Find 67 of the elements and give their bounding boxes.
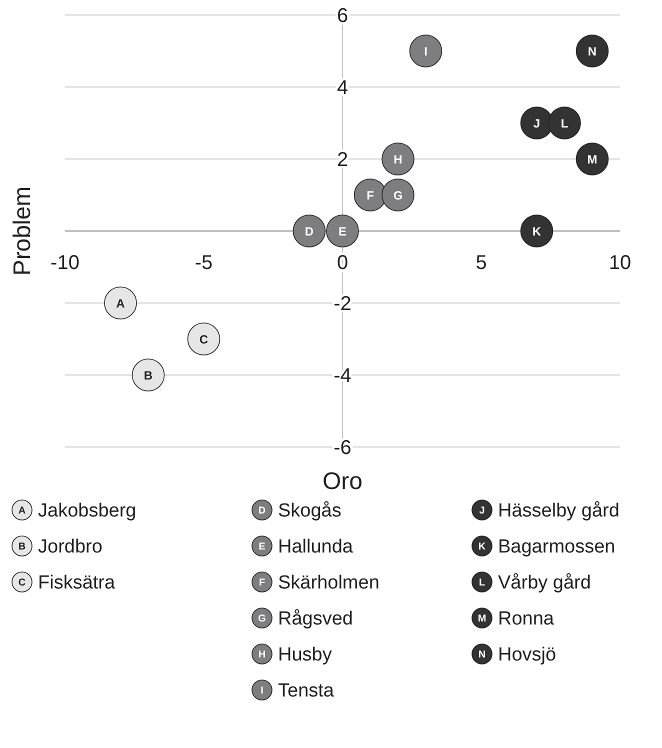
annotation: L — [560, 116, 568, 130]
x-tick-label: -10 — [50, 252, 80, 274]
text: C — [18, 578, 26, 589]
annotation: I — [424, 44, 428, 58]
text: H — [258, 650, 266, 661]
text: F — [258, 578, 266, 589]
x-tick-label: -5 — [194, 252, 213, 274]
point — [292, 214, 326, 248]
text: L — [478, 578, 486, 589]
legend-label: Husby — [278, 644, 332, 666]
point — [576, 142, 609, 176]
point — [382, 178, 414, 212]
point — [576, 34, 609, 68]
text: A — [18, 506, 26, 517]
text: B — [18, 542, 26, 553]
annotation: M — [587, 152, 598, 166]
annotation: K — [532, 224, 542, 238]
x-tick-label: 5 — [476, 252, 487, 274]
legend-label: Rågsved — [278, 608, 353, 630]
legend-label: Jakobsberg — [38, 500, 136, 522]
annotation: H — [394, 152, 402, 166]
text: N — [478, 650, 486, 661]
annotation: F — [366, 188, 374, 202]
annotation: D — [304, 224, 314, 238]
annotation: B — [144, 368, 153, 382]
legend-label: Hovsjö — [498, 644, 556, 666]
x-tick-label: 0 — [336, 252, 348, 274]
text: J — [479, 506, 485, 517]
y-axis-title: Problem — [9, 186, 36, 276]
legend-label: Vårby gård — [498, 572, 591, 594]
text: E — [258, 542, 266, 553]
legend-label: Fisksätra — [38, 572, 116, 594]
point — [382, 142, 414, 176]
legend-label: Hallunda — [278, 536, 354, 558]
y-tick-label: 6 — [336, 5, 348, 27]
point — [520, 214, 554, 248]
text: K — [478, 542, 486, 553]
annotation: J — [533, 116, 540, 130]
y-tick-label: -4 — [334, 365, 352, 387]
x-tick-label: 10 — [608, 252, 632, 274]
text: M — [478, 614, 486, 625]
annotation: A — [116, 296, 126, 310]
legend-label: Bagarmossen — [498, 536, 616, 558]
legend-label: Jordbro — [38, 536, 102, 558]
legend-label: Ronna — [498, 608, 554, 630]
legend-label: Hässelby gård — [498, 500, 620, 522]
y-tick-label: 4 — [336, 77, 348, 99]
point — [548, 106, 581, 140]
y-tick-label: 2 — [336, 149, 348, 171]
text: D — [258, 506, 266, 517]
point — [104, 286, 137, 320]
point — [132, 358, 165, 392]
annotation: G — [393, 188, 403, 202]
text: G — [258, 614, 266, 625]
legend-label: Skogås — [278, 500, 342, 522]
point — [409, 34, 442, 68]
legend-label: Skärholmen — [278, 572, 380, 594]
y-tick-label: -6 — [334, 437, 352, 459]
x-axis-title: Oro — [322, 468, 363, 495]
point — [187, 322, 220, 356]
legend-label: Tensta — [278, 680, 334, 702]
point — [326, 214, 359, 248]
annotation: E — [338, 224, 347, 238]
annotation: N — [588, 44, 597, 58]
text: I — [260, 686, 264, 697]
annotation: C — [199, 332, 208, 346]
y-tick-label: -2 — [334, 293, 352, 315]
